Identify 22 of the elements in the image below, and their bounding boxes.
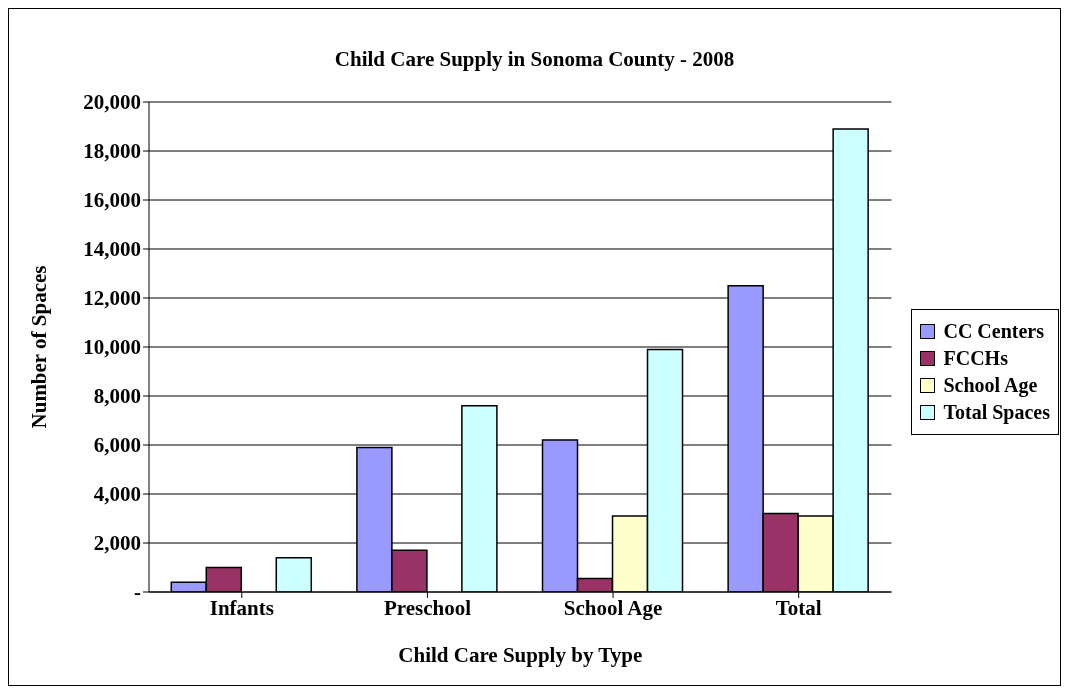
y-tick-label: 6,000 (93, 433, 141, 458)
legend-label: Total Spaces (943, 401, 1050, 424)
y-tick-label: 18,000 (83, 139, 141, 164)
legend-label: CC Centers (943, 320, 1045, 343)
y-tick-label: 10,000 (83, 335, 141, 360)
x-tick-label: School Age (563, 595, 663, 620)
x-tick-label: Total (775, 595, 822, 620)
y-tick-label: 14,000 (83, 237, 141, 262)
x-tick-label: Preschool (383, 595, 472, 620)
y-tick-label: 2,000 (93, 531, 141, 556)
y-tick-label: 16,000 (83, 188, 141, 213)
chart-title: Child Care Supply in Sonoma County - 2008 (333, 47, 736, 72)
y-tick-label: 4,000 (93, 482, 141, 507)
y-axis-title: Number of Spaces (27, 265, 52, 429)
y-tick-label: 20,000 (83, 90, 141, 115)
x-axis-title: Child Care Supply by Type (398, 643, 643, 667)
y-tick-label: 8,000 (93, 384, 141, 409)
y-tick-label: - (134, 580, 141, 605)
legend-label: FCCHs (943, 347, 1008, 370)
x-tick-label: Infants (209, 595, 274, 620)
y-tick-label: 12,000 (83, 286, 141, 311)
legend-label: School Age (943, 374, 1038, 397)
